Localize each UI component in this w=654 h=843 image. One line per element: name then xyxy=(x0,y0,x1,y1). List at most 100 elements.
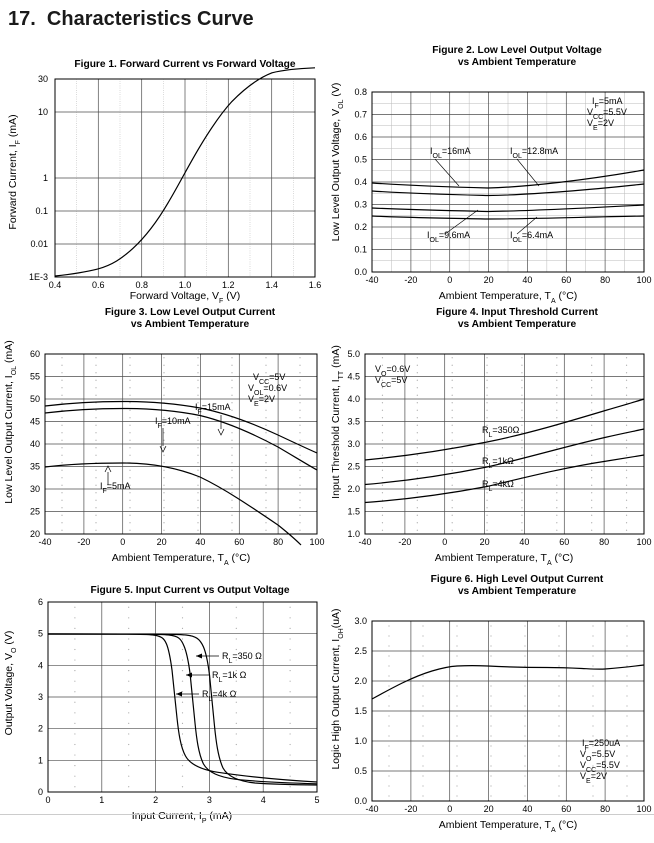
svg-text:0: 0 xyxy=(447,804,452,814)
svg-text:40: 40 xyxy=(195,537,205,547)
svg-text:3.0: 3.0 xyxy=(354,616,367,626)
svg-text:80: 80 xyxy=(600,804,610,814)
svg-text:0.8: 0.8 xyxy=(135,280,148,290)
svg-text:100: 100 xyxy=(636,537,651,547)
svg-text:Ambient Temperature, TA (°C): Ambient Temperature, TA (°C) xyxy=(435,552,574,567)
svg-text:2.5: 2.5 xyxy=(347,462,360,472)
svg-text:vs Ambient Temperature: vs Ambient Temperature xyxy=(458,57,577,68)
svg-text:RL=1k Ω: RL=1k Ω xyxy=(212,670,247,684)
svg-text:0.2: 0.2 xyxy=(354,222,367,232)
svg-text:5: 5 xyxy=(314,795,319,805)
svg-text:3.0: 3.0 xyxy=(347,439,360,449)
svg-text:Low Level Output Voltage, VOL: Low Level Output Voltage, VOL (V) xyxy=(330,83,345,242)
svg-text:1.2: 1.2 xyxy=(222,280,235,290)
svg-text:-20: -20 xyxy=(404,804,417,814)
svg-text:0.1: 0.1 xyxy=(35,206,48,216)
svg-text:Output Voltage, VO (V): Output Voltage, VO (V) xyxy=(3,631,18,736)
svg-text:Figure 4. Input Threshold Curr: Figure 4. Input Threshold Current xyxy=(436,307,598,318)
svg-text:10: 10 xyxy=(38,107,48,117)
svg-text:0.6: 0.6 xyxy=(354,132,367,142)
svg-text:Forward Voltage, VF (V): Forward Voltage, VF (V) xyxy=(130,290,241,305)
svg-text:1: 1 xyxy=(43,173,48,183)
svg-text:-40: -40 xyxy=(358,537,371,547)
svg-text:VE=2V: VE=2V xyxy=(248,394,275,408)
svg-text:Ambient Temperature, TA (°C): Ambient Temperature, TA (°C) xyxy=(112,552,251,567)
svg-text:0: 0 xyxy=(45,795,50,805)
svg-text:1.0: 1.0 xyxy=(354,736,367,746)
svg-text:40: 40 xyxy=(519,537,529,547)
svg-text:Logic High Output Current, IOH: Logic High Output Current, IOH(uA) xyxy=(330,608,345,769)
svg-text:25: 25 xyxy=(30,507,40,517)
svg-text:100: 100 xyxy=(636,804,651,814)
svg-text:1.5: 1.5 xyxy=(347,507,360,517)
svg-text:Figure 1. Forward Current vs F: Figure 1. Forward Current vs Forward Vol… xyxy=(74,59,295,70)
svg-text:1.4: 1.4 xyxy=(265,280,278,290)
svg-text:1.0: 1.0 xyxy=(179,280,192,290)
svg-text:4: 4 xyxy=(38,660,43,670)
svg-text:80: 80 xyxy=(600,275,610,285)
svg-text:30: 30 xyxy=(30,484,40,494)
svg-text:Figure 3. Low Level Output Cur: Figure 3. Low Level Output Current xyxy=(105,307,276,318)
svg-text:60: 60 xyxy=(559,537,569,547)
svg-text:20: 20 xyxy=(480,537,490,547)
svg-text:4.5: 4.5 xyxy=(347,372,360,382)
svg-text:1.5: 1.5 xyxy=(354,706,367,716)
svg-text:1.6: 1.6 xyxy=(309,280,322,290)
svg-text:20: 20 xyxy=(157,537,167,547)
svg-text:35: 35 xyxy=(30,462,40,472)
svg-text:Low Level Output Current, IOL: Low Level Output Current, IOL (mA) xyxy=(3,340,18,503)
svg-text:0.7: 0.7 xyxy=(354,110,367,120)
svg-text:5: 5 xyxy=(38,629,43,639)
svg-text:VCC=5V: VCC=5V xyxy=(375,375,407,389)
svg-text:1: 1 xyxy=(38,755,43,765)
svg-text:1E-3: 1E-3 xyxy=(29,272,48,282)
svg-text:40: 40 xyxy=(522,275,532,285)
svg-text:60: 60 xyxy=(561,804,571,814)
svg-text:30: 30 xyxy=(38,74,48,84)
svg-text:0: 0 xyxy=(38,787,43,797)
svg-text:20: 20 xyxy=(484,275,494,285)
svg-text:RL=4k Ω: RL=4k Ω xyxy=(202,689,237,703)
svg-text:60: 60 xyxy=(561,275,571,285)
svg-text:IF=10mA: IF=10mA xyxy=(155,416,191,430)
svg-text:45: 45 xyxy=(30,417,40,427)
svg-text:100: 100 xyxy=(636,275,651,285)
svg-text:vs Ambient Temperature: vs Ambient Temperature xyxy=(458,319,577,330)
svg-text:2.5: 2.5 xyxy=(354,646,367,656)
svg-text:Figure 6. High Level Output Cu: Figure 6. High Level Output Current xyxy=(431,574,604,585)
svg-text:4: 4 xyxy=(261,795,266,805)
svg-text:100: 100 xyxy=(309,537,324,547)
svg-text:0.5: 0.5 xyxy=(354,155,367,165)
svg-text:2.0: 2.0 xyxy=(354,676,367,686)
svg-text:0.4: 0.4 xyxy=(49,280,62,290)
svg-text:2.0: 2.0 xyxy=(347,484,360,494)
svg-text:0.4: 0.4 xyxy=(354,177,367,187)
svg-text:-40: -40 xyxy=(365,275,378,285)
svg-text:55: 55 xyxy=(30,372,40,382)
svg-text:IOL=9.6mA: IOL=9.6mA xyxy=(427,230,470,244)
svg-text:-20: -20 xyxy=(404,275,417,285)
svg-text:0.01: 0.01 xyxy=(30,239,48,249)
svg-text:-40: -40 xyxy=(365,804,378,814)
svg-text:0: 0 xyxy=(120,537,125,547)
svg-text:0: 0 xyxy=(442,537,447,547)
svg-text:Ambient Temperature, TA (°C): Ambient Temperature, TA (°C) xyxy=(439,290,578,305)
svg-text:0: 0 xyxy=(447,275,452,285)
svg-text:60: 60 xyxy=(30,349,40,359)
svg-text:-20: -20 xyxy=(77,537,90,547)
svg-text:Forward Current, IF (mA): Forward Current, IF (mA) xyxy=(7,114,22,229)
svg-text:6: 6 xyxy=(38,597,43,607)
svg-text:50: 50 xyxy=(30,394,40,404)
svg-text:0.5: 0.5 xyxy=(354,766,367,776)
svg-text:0.3: 0.3 xyxy=(354,200,367,210)
svg-text:Figure 5. Input Current vs Out: Figure 5. Input Current vs Output Voltag… xyxy=(90,585,289,596)
svg-text:40: 40 xyxy=(30,439,40,449)
svg-text:1: 1 xyxy=(99,795,104,805)
svg-text:40: 40 xyxy=(522,804,532,814)
svg-text:80: 80 xyxy=(273,537,283,547)
svg-text:3: 3 xyxy=(207,795,212,805)
svg-text:RL=4kΩ: RL=4kΩ xyxy=(482,479,514,493)
svg-text:2: 2 xyxy=(153,795,158,805)
svg-text:VE=2V: VE=2V xyxy=(580,771,607,785)
svg-text:Ambient Temperature, TA (°C): Ambient Temperature, TA (°C) xyxy=(439,819,578,834)
